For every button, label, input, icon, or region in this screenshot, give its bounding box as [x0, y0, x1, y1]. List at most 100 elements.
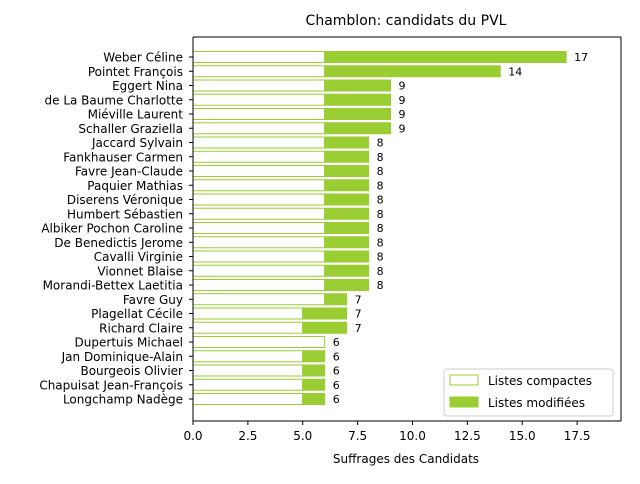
y-tick-label: Longchamp Nadège	[63, 393, 183, 407]
value-label: 6	[333, 365, 340, 378]
bar-compactes	[192, 122, 326, 135]
bar-compactes	[192, 193, 326, 206]
x-tick-label: 5.0	[293, 429, 312, 443]
value-label: 8	[377, 208, 384, 221]
bar-modifiees	[302, 393, 326, 405]
legend-swatch-compactes	[449, 374, 479, 386]
bar-compactes	[192, 364, 304, 377]
bar-modifiees	[324, 279, 370, 291]
y-tick-label: Cavalli Virginie	[94, 250, 183, 264]
value-label: 8	[377, 222, 384, 235]
y-tick-label: Vionnet Blaise	[97, 264, 183, 278]
bar-modifiees	[324, 108, 392, 120]
bar-modifiees	[324, 222, 370, 234]
axes-layer: 0.0 2.5 5.0 7.5 10.0 12.5 15.0 17.5	[183, 36, 622, 443]
y-tick-label: de La Baume Charlotte	[45, 93, 184, 107]
bar-compactes	[192, 336, 326, 348]
y-tick-label: Pointet François	[88, 65, 183, 79]
y-tick-label: De Benedictis Jerome	[54, 236, 183, 250]
value-label: 9	[399, 108, 406, 121]
y-tick-label: Diserens Véronique	[67, 193, 183, 207]
value-label: 8	[377, 279, 384, 292]
bar-modifiees	[302, 321, 348, 334]
bar-compactes	[192, 279, 326, 291]
bar-modifiees	[324, 264, 370, 277]
value-label: 6	[333, 379, 340, 392]
value-label: 8	[377, 179, 384, 192]
value-label: 7	[355, 308, 362, 321]
y-tick-label: Richard Claire	[99, 321, 183, 335]
value-label: 9	[399, 122, 406, 135]
y-tick-label: Jan Dominique-Alain	[61, 350, 183, 364]
y-tick-label: Chapuisat Jean-François	[39, 378, 183, 392]
legend-swatch-modifiees	[449, 396, 479, 408]
value-label: 8	[377, 236, 384, 249]
bar-compactes	[192, 222, 326, 234]
labels-layer: 17 Weber Céline 14 Pointet François 9 Eggert …	[39, 51, 588, 407]
bar-modifiees	[324, 193, 370, 206]
bar-modifiees	[324, 250, 370, 263]
bar-compactes	[192, 321, 304, 334]
bar-compactes	[192, 108, 326, 120]
value-label: 8	[377, 137, 384, 150]
bar-compactes	[192, 236, 326, 249]
value-label: 8	[377, 194, 384, 207]
bar-compactes	[192, 93, 326, 106]
value-label: 6	[333, 336, 340, 349]
value-label: 7	[355, 293, 362, 306]
bar-modifiees	[324, 179, 370, 192]
bar-modifiees	[324, 136, 370, 149]
y-tick-label: Eggert Nina	[112, 79, 183, 93]
y-tick-label: Paquier Mathias	[87, 179, 183, 193]
value-label: 8	[377, 165, 384, 178]
y-tick-label: Fankhauser Carmen	[63, 150, 183, 164]
value-label: 8	[377, 151, 384, 164]
y-tick-label: Albiker Pochon Caroline	[41, 222, 183, 236]
x-tick-label: 7.5	[348, 429, 367, 443]
bar-modifiees	[302, 378, 326, 391]
bar-compactes	[192, 165, 326, 177]
x-tick-label: 17.5	[564, 429, 591, 443]
bar-modifiees	[324, 65, 501, 78]
value-label: 8	[377, 265, 384, 278]
y-tick-label: Miéville Laurent	[88, 108, 184, 122]
y-tick-label: Dupertuis Michael	[75, 336, 183, 350]
bar-compactes	[192, 307, 304, 320]
value-label: 9	[399, 94, 406, 107]
legend-label-compactes: Listes compactes	[488, 374, 592, 388]
x-tick-label: 2.5	[238, 429, 257, 443]
bar-modifiees	[324, 236, 370, 249]
y-tick-label: Schaller Graziella	[78, 122, 183, 136]
y-tick-label: Plagellat Cécile	[91, 307, 183, 321]
legend: Listes compactes Listes modifiées	[443, 368, 614, 417]
bar-compactes	[192, 350, 304, 363]
y-tick-label: Morandi-Bettex Laetitia	[43, 279, 183, 293]
x-tick-label: 0.0	[183, 429, 202, 443]
x-tick-label: 10.0	[399, 429, 426, 443]
bar-compactes	[192, 65, 326, 78]
bar-modifiees	[324, 79, 392, 92]
value-label: 17	[574, 51, 588, 64]
value-label: 8	[377, 251, 384, 264]
bar-modifiees	[324, 165, 370, 177]
bar-modifiees	[324, 51, 567, 63]
bar-modifiees	[302, 364, 326, 377]
bar-compactes	[192, 150, 326, 163]
bar-compactes	[192, 179, 326, 192]
bar-modifiees	[324, 150, 370, 163]
x-tick-label: 15.0	[509, 429, 536, 443]
y-tick-label: Weber Céline	[103, 51, 183, 65]
bar-modifiees	[302, 307, 348, 320]
legend-label-modifiees: Listes modifiées	[488, 396, 585, 410]
x-tick-label: 12.5	[454, 429, 481, 443]
value-label: 9	[399, 80, 406, 93]
bars-layer	[192, 51, 567, 405]
bar-compactes	[192, 207, 326, 220]
bar-modifiees	[324, 93, 392, 106]
bar-modifiees	[324, 207, 370, 220]
bar-compactes	[192, 293, 326, 306]
bar-compactes	[192, 264, 326, 277]
legend-frame	[443, 368, 614, 417]
bar-modifiees	[302, 350, 326, 363]
